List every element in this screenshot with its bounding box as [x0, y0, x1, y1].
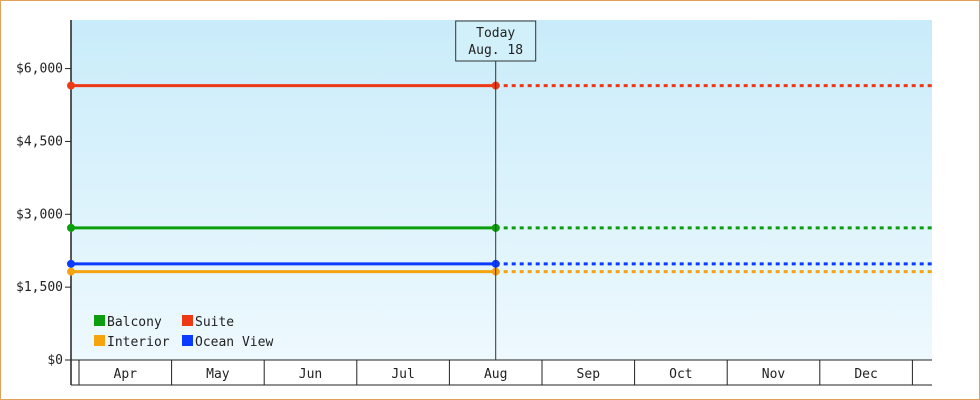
x-tick-label: Jul: [391, 367, 414, 382]
y-axis: $0 $1,500 $3,000 $4,500 $6,000: [16, 20, 72, 385]
y-tick-label: $1,500: [16, 280, 63, 295]
today-label: Today: [476, 26, 515, 41]
today-date: Aug. 18: [468, 43, 523, 58]
legend-swatch: [94, 335, 105, 346]
legend: Balcony Suite Interior Ocean View: [94, 315, 273, 350]
legend-label: Suite: [195, 315, 234, 330]
legend-label: Interior: [107, 335, 170, 350]
today-marker: Today Aug. 18: [455, 20, 537, 360]
x-tick-label: May: [206, 367, 230, 382]
legend-label: Balcony: [107, 315, 162, 330]
x-tick-label: Sep: [577, 367, 601, 382]
y-tick-label: $3,000: [16, 207, 63, 222]
x-tick-label: Dec: [854, 367, 877, 382]
plot-area: [71, 20, 932, 360]
y-tick-label: $4,500: [16, 134, 63, 149]
data-point: [67, 81, 75, 90]
x-tick-label: Aug: [484, 367, 507, 382]
x-tick-label: Jun: [299, 367, 322, 382]
today-box: [455, 20, 537, 62]
data-point: [67, 267, 75, 276]
x-axis: Apr May Jun Jul Aug Sep Oct Nov Dec: [71, 359, 932, 386]
x-tick-label: Apr: [114, 367, 138, 382]
y-tick-label: $6,000: [16, 62, 63, 77]
x-tick-label: Nov: [762, 367, 786, 382]
x-tick-label: Oct: [669, 367, 692, 382]
series-layer: [67, 81, 932, 276]
data-point: [67, 259, 75, 268]
legend-swatch: [182, 335, 193, 346]
data-point: [67, 223, 75, 232]
legend-swatch: [182, 315, 193, 326]
legend-swatch: [94, 315, 105, 326]
legend-label: Ocean View: [195, 335, 273, 350]
y-tick-label: $0: [47, 353, 63, 368]
